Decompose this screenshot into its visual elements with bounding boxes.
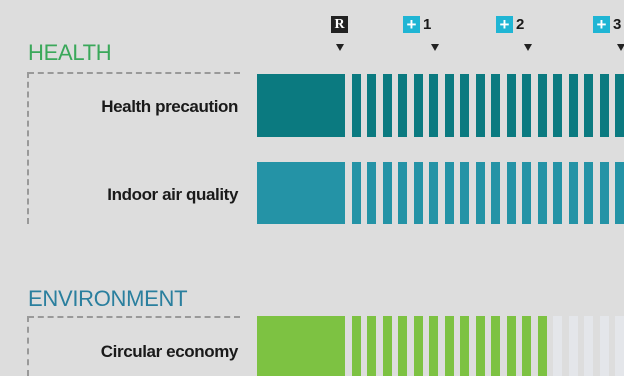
marker-number: 3 [613,16,622,33]
bar-stripe [413,162,423,224]
bar-stripe [444,74,454,137]
plus-icon: + [496,15,513,34]
marker-badge: + 2 [496,15,525,34]
bar-stripe [615,316,624,376]
bar-stripe [599,74,609,137]
bar-stripe [491,162,500,224]
bar-stripe [568,74,578,137]
bar-stripe [522,162,531,224]
bar-stripe [398,74,407,137]
bar-stripe [522,316,531,376]
marker-level-2: + 2 [496,15,532,56]
bar-stripe [398,316,407,376]
bar-stripe [537,316,547,376]
marker-reference: R [331,16,348,56]
bar-stripe [537,74,547,137]
marker-arrow-icon [336,44,344,51]
marker-level-3: + 3 [593,15,624,56]
marker-badge: + 1 [403,15,432,34]
bar-stripe [491,74,500,137]
row-label-indoor-air-quality: Indoor air quality [107,185,238,204]
bar-reference-block [257,162,345,224]
marker-arrow-icon [524,44,532,51]
bar-stripe [553,316,562,376]
bar-stripe [367,162,376,224]
bar-stripe [584,74,593,137]
bar-stripe [553,162,562,224]
bar-stripe [599,316,609,376]
bar-stripe [351,316,361,376]
bar-stripe [413,74,423,137]
bar-stripe [382,74,392,137]
bar-reference-block [257,316,345,376]
marker-number: 1 [423,16,432,33]
bar-stripe [444,316,454,376]
marker-badge: R [331,16,348,33]
section-divider [28,316,240,318]
bar-circular-economy [257,316,624,376]
bar-stripe [413,316,423,376]
bar-stripe [537,162,547,224]
bar-stripe [460,316,469,376]
row-label-circular-economy: Circular economy [100,342,239,361]
row-label-health-precaution: Health precaution [101,97,238,116]
bar-stripe [351,74,361,137]
bar-stripe [615,162,624,224]
bar-stripe [475,162,485,224]
bar-stripe [460,162,469,224]
marker-number: 2 [516,16,525,33]
bar-stripe [475,316,485,376]
section-bracket [27,72,29,224]
bar-stripe [553,74,562,137]
section-title-environment: ENVIRONMENT [28,286,188,311]
bar-stripe [460,74,469,137]
bar-stripe [599,162,609,224]
bar-stripe [491,316,500,376]
bar-stripe [382,316,392,376]
bar-stripe [584,162,593,224]
bar-stripe [568,162,578,224]
bar-stripe [475,74,485,137]
bar-stripe [506,74,516,137]
plus-icon: + [403,15,420,34]
bar-stripe [351,162,361,224]
bar-stripe [429,316,438,376]
bar-stripe [506,316,516,376]
marker-badge: + 3 [593,15,622,34]
bar-stripe [444,162,454,224]
bar-stripe [367,316,376,376]
bar-stripe [367,74,376,137]
marker-level-1: + 1 [403,15,439,56]
bar-stripe [584,316,593,376]
section-title-health: HEALTH [28,40,112,65]
bar-stripe [429,74,438,137]
bar-stripe [382,162,392,224]
bar-stripe [568,316,578,376]
bar-stripe [398,162,407,224]
bar-reference-block [257,74,345,137]
plus-icon: + [593,15,610,34]
bar-stripe [615,74,624,137]
reference-box: R [331,16,348,33]
bar-stripe [522,74,531,137]
bar-stripe [506,162,516,224]
marker-arrow-icon [431,44,439,51]
bar-stripe [429,162,438,224]
section-bracket [27,316,29,376]
bar-indoor-air-quality [257,162,624,224]
marker-arrow-icon [617,44,624,51]
section-divider [28,72,240,74]
bar-health-precaution [257,74,624,137]
